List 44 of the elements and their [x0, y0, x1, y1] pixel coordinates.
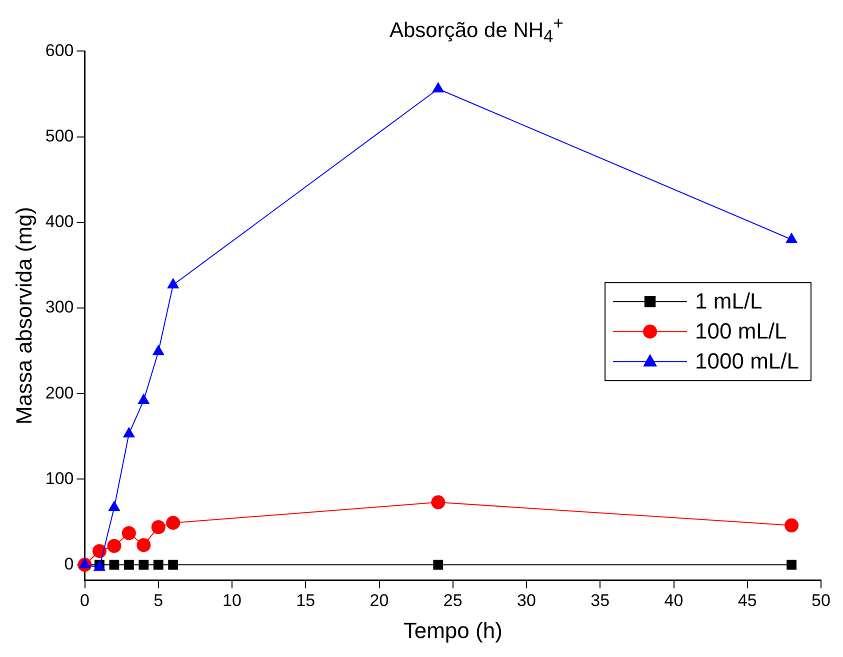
x-tick-label: 0: [80, 591, 90, 610]
point: [109, 560, 120, 570]
point: [138, 393, 150, 404]
y-tick-label: 600: [45, 40, 74, 60]
point: [784, 518, 799, 532]
x-tick-label: 25: [443, 591, 462, 610]
legend-label: 100 mL/L: [695, 318, 787, 344]
point: [168, 560, 178, 570]
x-tick-label: 20: [370, 591, 389, 610]
point: [136, 538, 151, 552]
y-tick-label: 0: [64, 554, 74, 574]
y-tick-label: 200: [45, 383, 74, 402]
y-tick-label: 300: [45, 298, 74, 317]
point: [107, 538, 122, 553]
point: [92, 544, 106, 558]
y-axis-title: Massa absorvida (mg): [11, 206, 36, 425]
point: [151, 520, 166, 534]
legend-label: 1 mL/L: [695, 288, 762, 314]
point: [433, 560, 444, 570]
x-tick-label: 50: [812, 591, 830, 610]
y-tick-label: 400: [45, 212, 74, 232]
point: [152, 344, 164, 356]
point: [431, 495, 446, 510]
point: [122, 426, 135, 438]
point: [122, 526, 136, 540]
point: [153, 560, 164, 570]
point: [786, 560, 796, 570]
x-tick-label: 40: [664, 591, 684, 610]
point: [124, 560, 134, 570]
x-tick-label: 5: [154, 591, 164, 610]
x-tick-label: 45: [738, 591, 757, 610]
y-tick-label: 500: [45, 126, 74, 146]
point: [167, 278, 180, 288]
x-axis-title: Tempo (h): [403, 618, 502, 643]
point: [138, 560, 149, 570]
point: [785, 232, 798, 244]
x-tick-label: 15: [296, 591, 316, 610]
point: [432, 82, 444, 92]
y-tick-label: 100: [45, 468, 74, 488]
x-tick-label: 35: [590, 591, 610, 610]
x-tick-label: 30: [517, 591, 536, 610]
point: [166, 516, 180, 530]
x-tick-label: 10: [222, 591, 242, 610]
legend-label: 1000 mL/L: [695, 348, 800, 374]
